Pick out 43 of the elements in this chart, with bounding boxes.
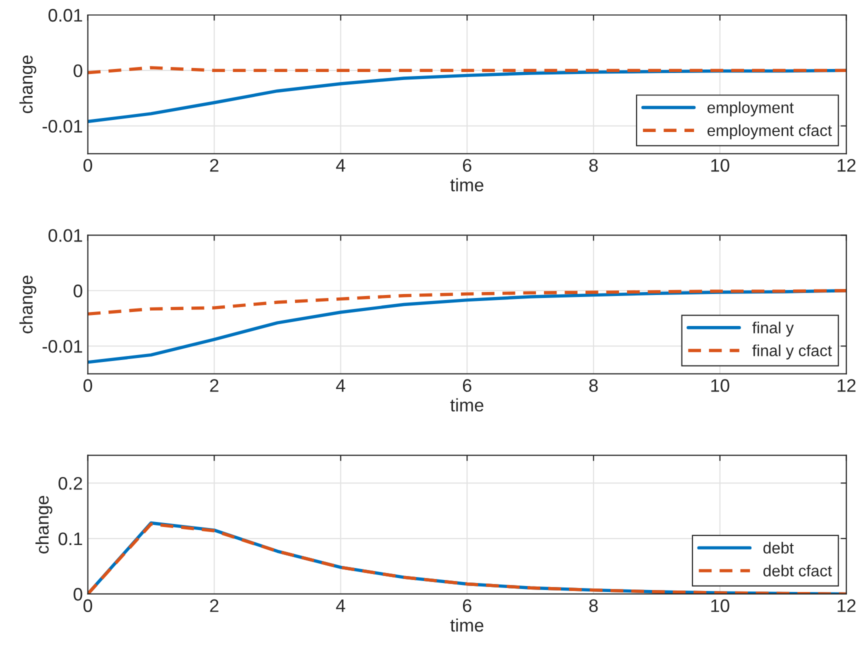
x-tick-label: 0	[84, 379, 92, 392]
x-tick-label: 4	[336, 379, 346, 392]
legend-label: debt cfact	[763, 564, 832, 576]
x-tick-label: 12	[838, 379, 856, 392]
x-tick-label: 2	[210, 379, 218, 392]
x-tick-label: 4	[336, 599, 346, 612]
y-tick-label: -0.01	[42, 120, 82, 133]
x-tick-label: 2	[210, 158, 218, 172]
x-tick-label: 8	[589, 599, 598, 612]
x-tick-label: 2	[210, 599, 218, 612]
y-axis-title: change	[19, 56, 36, 114]
x-tick-label: 8	[589, 158, 598, 172]
y-tick-label: 0	[74, 64, 82, 78]
y-tick-label: 0.2	[58, 476, 82, 490]
x-axis-title: time	[450, 398, 484, 412]
x-tick-label: 10	[711, 599, 730, 612]
legend-label: debt	[763, 542, 794, 554]
x-tick-label: 0	[84, 158, 92, 172]
y-axis-title: change	[35, 496, 52, 554]
x-tick-label: 12	[838, 158, 856, 172]
y-tick-label: 0.1	[58, 532, 82, 546]
x-tick-label: 0	[84, 599, 92, 612]
x-tick-label: 4	[336, 159, 346, 172]
x-tick-label: 6	[462, 379, 472, 392]
x-tick-label: 12	[838, 599, 856, 612]
y-tick-label: 0.01	[48, 8, 82, 22]
x-axis-title: time	[450, 618, 484, 632]
x-tick-label: 10	[711, 379, 730, 392]
y-tick-label: 0	[74, 588, 82, 601]
legend-label: employment cfact	[708, 124, 832, 140]
x-tick-label: 10	[711, 158, 730, 172]
x-tick-label: 6	[462, 158, 472, 172]
x-axis-title: time	[450, 178, 484, 192]
legend-label: employment	[708, 102, 794, 116]
legend-label: final y	[752, 322, 794, 337]
x-tick-label: 6	[462, 599, 472, 612]
y-tick-label: 0	[74, 284, 82, 298]
line-series	[88, 289, 846, 316]
y-tick-label: -0.01	[42, 340, 82, 353]
y-tick-label: 0.01	[48, 229, 82, 242]
x-tick-label: 8	[589, 379, 598, 392]
legend-label: final y cfact	[752, 344, 832, 360]
y-axis-title: change	[19, 276, 36, 334]
